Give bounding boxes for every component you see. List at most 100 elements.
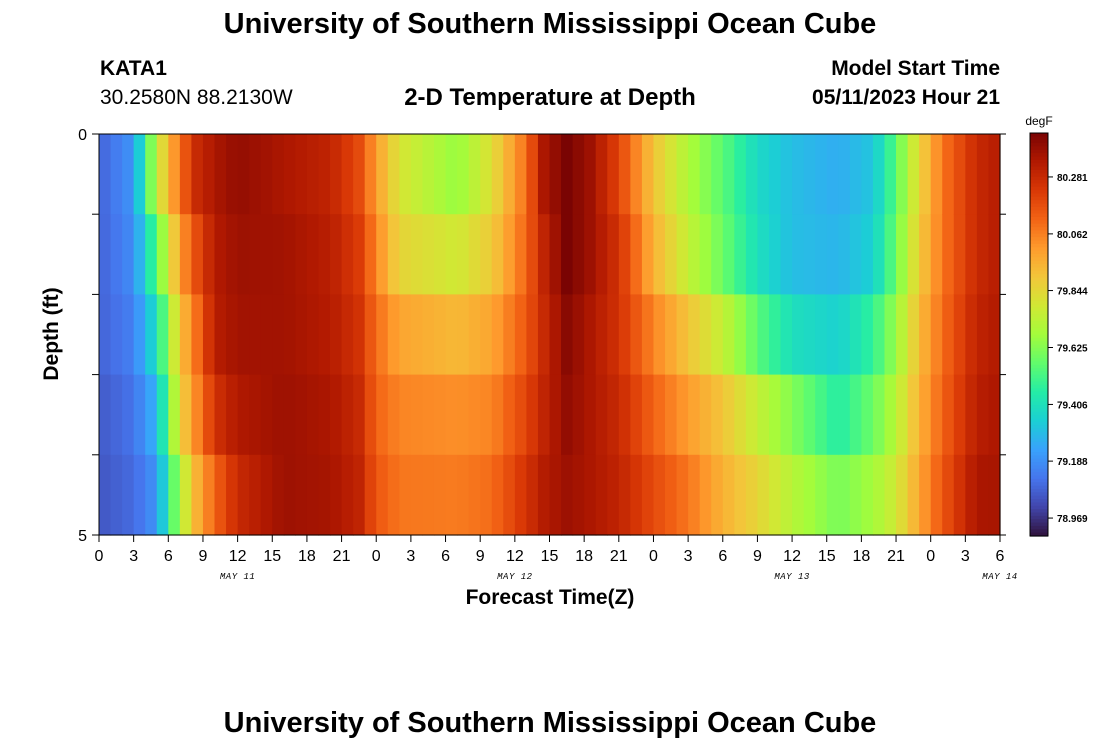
heatmap-cell	[607, 454, 620, 536]
heatmap-cell	[537, 454, 551, 536]
heatmap-cell	[826, 374, 839, 456]
heatmap-cell	[214, 454, 227, 536]
heatmap-cell	[584, 374, 597, 456]
heatmap-cell	[410, 214, 424, 295]
heatmap-cell	[849, 454, 862, 536]
heatmap-cell	[942, 294, 955, 376]
colorbar-segment	[1030, 307, 1048, 312]
heatmap-cell	[607, 374, 620, 456]
colorbar-segment	[1030, 421, 1048, 426]
colorbar-segment	[1030, 347, 1048, 352]
heatmap-cell	[191, 214, 204, 295]
heatmap-cell	[699, 294, 712, 376]
heatmap-cell	[849, 374, 862, 456]
colorbar: degF 80.281 80.062 79.844 79.625 79.406 79.188…	[1025, 114, 1088, 537]
colorbar-segment	[1030, 502, 1048, 507]
colorbar-segment	[1030, 431, 1048, 436]
heatmap-cell	[433, 454, 447, 536]
heatmap-cell	[122, 454, 135, 536]
heatmap-cell	[688, 134, 701, 215]
heatmap-cell	[445, 454, 458, 536]
heatmap-cell	[792, 214, 805, 295]
heatmap-cell	[410, 374, 424, 456]
heatmap-cell	[237, 134, 250, 215]
colorbar-segment	[1030, 448, 1048, 453]
heatmap-cell	[330, 214, 343, 295]
heatmap-cell	[364, 134, 377, 215]
heatmap-cell	[99, 214, 112, 295]
heatmap-cell	[780, 214, 793, 295]
heatmap-cell	[202, 454, 216, 536]
x-day-label: MAY 11	[220, 572, 255, 582]
heatmap-cell	[99, 454, 112, 536]
heatmap-cell	[711, 134, 724, 215]
heatmap-cell	[330, 454, 343, 536]
y-tick-label: 5	[78, 528, 87, 545]
heatmap-cell	[919, 454, 932, 536]
heatmap-cell	[433, 374, 447, 456]
heatmap-cell	[457, 374, 470, 456]
x-tick-label: 0	[649, 548, 658, 565]
heatmap-cell	[745, 374, 759, 456]
heatmap-cell	[260, 374, 273, 456]
heatmap-cell	[295, 294, 308, 376]
heatmap-cell	[122, 374, 135, 456]
heatmap-cell	[491, 374, 504, 456]
heatmap-cell	[503, 214, 516, 295]
colorbar-tick-label: 79.844	[1057, 287, 1088, 298]
heatmap-cell	[422, 134, 435, 215]
x-tick-label: 0	[372, 548, 381, 565]
heatmap-cell	[526, 374, 539, 456]
heatmap-cell	[353, 454, 366, 536]
colorbar-tick-label: 80.281	[1057, 173, 1088, 184]
heatmap-cell	[896, 214, 909, 295]
colorbar-tick-label: 78.969	[1057, 514, 1088, 525]
heatmap-cell	[780, 454, 793, 536]
colorbar-segment	[1030, 136, 1048, 141]
heatmap-cell	[641, 294, 655, 376]
heatmap-cell	[295, 454, 308, 536]
heatmap-cell	[202, 294, 216, 376]
colorbar-segment	[1030, 327, 1048, 332]
heatmap-cell	[226, 134, 239, 215]
colorbar-segment	[1030, 415, 1048, 420]
heatmap-cell	[376, 294, 389, 376]
heatmap-cell	[976, 294, 990, 376]
heatmap-cell	[815, 294, 828, 376]
colorbar-segment	[1030, 284, 1048, 289]
heatmap-cell	[514, 294, 527, 376]
heatmap-cell	[306, 214, 320, 295]
heatmap-cell	[491, 134, 504, 215]
station-coordinates: 30.2580N 88.2130W	[100, 86, 293, 109]
heatmap-cell	[745, 454, 759, 536]
heatmap-cell	[433, 134, 447, 215]
heatmap-cell	[237, 214, 250, 295]
heatmap-cell	[711, 374, 724, 456]
heatmap-cell	[780, 134, 793, 215]
heatmap-cell	[896, 294, 909, 376]
heatmap-cell	[919, 294, 932, 376]
heatmap-cell	[595, 454, 608, 536]
heatmap-cell	[595, 374, 608, 456]
heatmap-cell	[376, 374, 389, 456]
colorbar-segment	[1030, 475, 1048, 480]
heatmap-cell	[202, 134, 216, 215]
heatmap-cell	[353, 294, 366, 376]
colorbar-segment	[1030, 495, 1048, 500]
heatmap-cell	[826, 294, 839, 376]
colorbar-segment	[1030, 418, 1048, 423]
colorbar-segment	[1030, 361, 1048, 366]
heatmap-cell	[179, 374, 193, 456]
heatmap-cell	[861, 294, 874, 376]
heatmap-cell	[318, 134, 331, 215]
heatmap-cell	[214, 214, 227, 295]
heatmap-cell	[919, 374, 932, 456]
colorbar-segment	[1030, 163, 1048, 168]
heatmap-cell	[803, 294, 816, 376]
heatmap-cell	[792, 134, 805, 215]
heatmap-cell	[191, 134, 204, 215]
heatmap-cell	[942, 454, 955, 536]
x-tick-label: 9	[753, 548, 762, 565]
colorbar-segment	[1030, 438, 1048, 443]
colorbar-segment	[1030, 505, 1048, 510]
